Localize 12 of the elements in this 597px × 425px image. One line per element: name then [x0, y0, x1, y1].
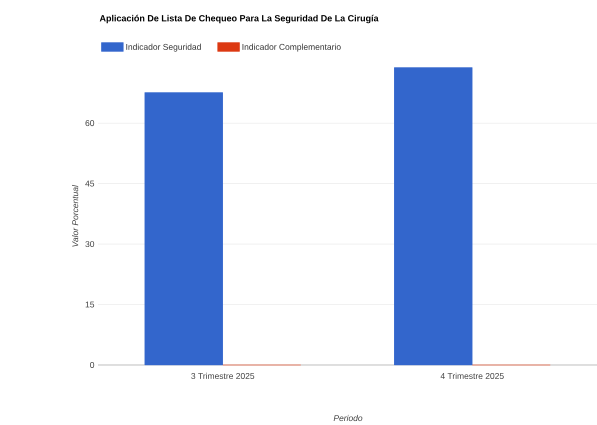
y-axis-title: Valor Porcentual [72, 184, 78, 247]
x-tick-label: 4 Trimestre 2025 [440, 372, 504, 379]
y-tick-label: 0 [90, 362, 94, 368]
x-axis-title: Periodo [334, 414, 362, 422]
y-tick-label: 30 [85, 241, 94, 248]
y-tick-label: 60 [86, 120, 94, 126]
legend-label: Indicador Seguridad [126, 44, 201, 52]
x-tick-label: 3 Trimestre 2025 [191, 372, 254, 379]
y-tick-label: 45 [85, 180, 94, 187]
chart-title: Aplicación De Lista De Chequeo Para La Seguridad De La Cirugía [100, 14, 379, 24]
legend-label: Indicador Complementario [242, 44, 341, 52]
y-tick-label: 15 [86, 302, 94, 308]
